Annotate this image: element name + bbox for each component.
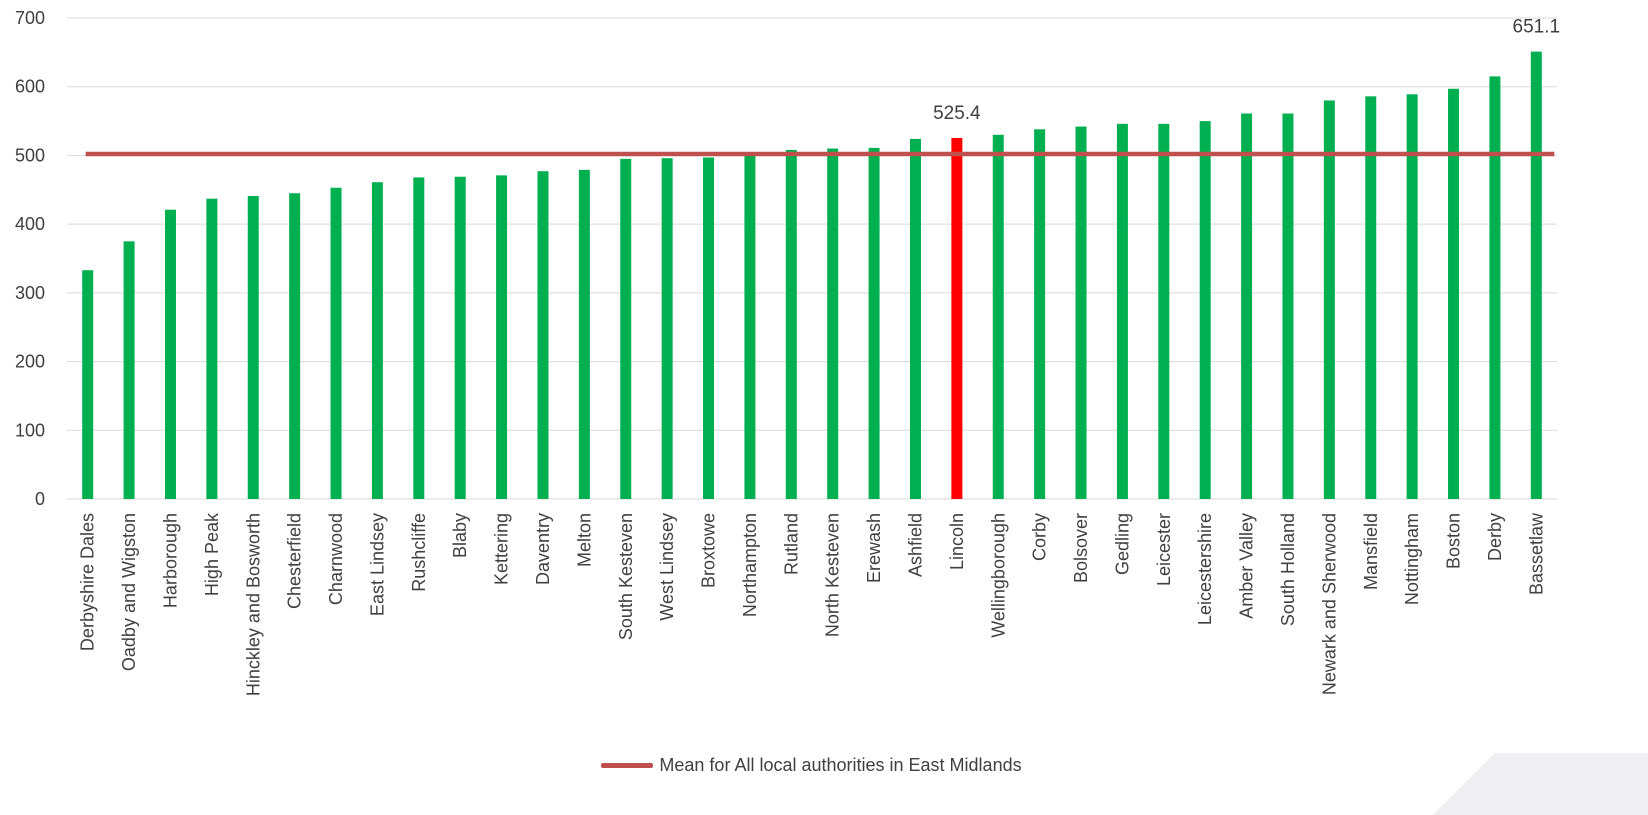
bar-south-kesteven (620, 158, 632, 499)
x-category-label-lincoln: Lincoln (947, 513, 967, 570)
legend: Mean for All local authorities in East M… (0, 748, 1648, 782)
bar-newark-and-sherwood (1323, 100, 1335, 499)
bar-rushcliffe (413, 177, 425, 499)
x-axis-category-labels: Derbyshire Dales Oadby and Wigston Harboro… (78, 512, 1547, 696)
y-tick-label-600: 600 (15, 77, 45, 97)
bar-broxtowe (703, 157, 715, 500)
x-category-label-leicestershire: Leicestershire (1195, 513, 1215, 625)
bar-harborough (164, 209, 176, 499)
x-category-label-newark-and-sherwood: Newark and Sherwood (1319, 513, 1339, 695)
bar-chesterfield (289, 193, 301, 499)
bar-derbyshire-dales (82, 270, 94, 499)
y-tick-label-700: 700 (15, 8, 45, 28)
y-axis-tick-labels: 0 100 200 300 400 500 600 700 (15, 8, 45, 509)
x-category-label-rutland: Rutland (781, 513, 801, 575)
x-category-label-wellingborough: Wellingborough (988, 513, 1008, 638)
bar-gedling (1116, 123, 1128, 499)
data-labels: 525.4 651.1 (933, 17, 1560, 124)
x-category-label-boston: Boston (1444, 513, 1464, 569)
y-tick-label-300: 300 (15, 283, 45, 303)
x-category-label-south-kesteven: South Kesteven (616, 513, 636, 640)
x-category-label-oadby-and-wigston: Oadby and Wigston (119, 513, 139, 671)
bar-hinckley-and-bosworth (247, 195, 259, 499)
bar-derby (1489, 76, 1501, 500)
bar-leicestershire (1199, 121, 1211, 500)
x-category-label-mansfield: Mansfield (1361, 513, 1381, 590)
bar-bolsover (1075, 126, 1087, 499)
x-category-label-north-kesteven: North Kesteven (823, 513, 843, 637)
x-category-label-melton: Melton (574, 513, 594, 567)
x-category-label-harborough: Harborough (160, 513, 180, 608)
x-category-label-broxtowe: Broxtowe (699, 513, 719, 588)
x-category-label-daventry: Daventry (533, 513, 553, 585)
bar-mansfield (1365, 96, 1377, 499)
bar-lincoln (951, 137, 963, 499)
legend-entry: Mean for All local authorities in East M… (601, 754, 1022, 776)
bar-northampton (744, 154, 756, 499)
x-category-label-derbyshire-dales: Derbyshire Dales (78, 513, 98, 651)
x-category-label-erewash: Erewash (864, 513, 884, 583)
bar-melton (578, 169, 590, 499)
bar-west-lindsey (661, 158, 673, 500)
x-category-label-leicester: Leicester (1154, 513, 1174, 586)
x-category-label-high-peak: High Peak (202, 512, 222, 596)
y-tick-label-500: 500 (15, 145, 45, 165)
y-tick-label-400: 400 (15, 214, 45, 234)
bar-north-kesteven (827, 148, 839, 500)
bar-charnwood (330, 187, 342, 499)
bar-east-lindsey (371, 182, 383, 499)
x-category-label-chesterfield: Chesterfield (285, 513, 305, 609)
bar-south-holland (1282, 113, 1294, 500)
bar-bassetlaw (1530, 51, 1542, 499)
bar-boston (1448, 88, 1460, 500)
bar-daventry (537, 171, 549, 500)
y-tick-label-0: 0 (35, 489, 45, 509)
bar-rutland (785, 149, 797, 499)
data-label-lincoln: 525.4 (933, 103, 981, 124)
bar-erewash (868, 147, 880, 499)
bars (82, 51, 1542, 500)
x-category-label-amber-valley: Amber Valley (1237, 513, 1257, 619)
bar-oadby-and-wigston (123, 241, 135, 500)
legend-mean-line-label: Mean for All local authorities in East M… (659, 754, 1022, 775)
x-category-label-corby: Corby (1030, 513, 1050, 561)
corner-decoration (1433, 753, 1648, 815)
bar-leicester (1158, 123, 1170, 499)
x-category-label-hinckley-and-bosworth: Hinckley and Bosworth (243, 513, 263, 696)
x-category-label-bolsover: Bolsover (1071, 513, 1091, 583)
x-category-label-northampton: Northampton (740, 513, 760, 617)
x-category-label-east-lindsey: East Lindsey (367, 513, 387, 616)
x-category-label-kettering: Kettering (492, 513, 512, 585)
x-category-label-charnwood: Charnwood (326, 513, 346, 605)
x-category-label-bassetlaw: Bassetlaw (1526, 512, 1546, 595)
x-category-label-nottingham: Nottingham (1402, 513, 1422, 605)
bar-blaby (454, 176, 466, 500)
x-category-label-derby: Derby (1485, 513, 1505, 561)
x-category-label-west-lindsey: West Lindsey (657, 513, 677, 621)
bar-corby (1034, 129, 1046, 499)
bar-ashfield (909, 138, 921, 500)
x-category-label-blaby: Blaby (450, 513, 470, 558)
x-category-label-rushcliffe: Rushcliffe (409, 513, 429, 592)
x-category-label-ashfield: Ashfield (905, 513, 925, 577)
bar-kettering (496, 175, 508, 499)
x-category-label-gedling: Gedling (1112, 513, 1132, 575)
x-category-label-south-holland: South Holland (1278, 513, 1298, 626)
bar-high-peak (206, 198, 218, 499)
legend-mean-line-swatch (601, 762, 654, 768)
y-tick-label-200: 200 (15, 352, 45, 372)
bar-wellingborough (992, 134, 1004, 500)
bar-amber-valley (1241, 113, 1253, 500)
bar-nottingham (1406, 94, 1418, 499)
data-label-bassetlaw: 651.1 (1513, 17, 1561, 38)
y-tick-label-100: 100 (15, 420, 45, 440)
